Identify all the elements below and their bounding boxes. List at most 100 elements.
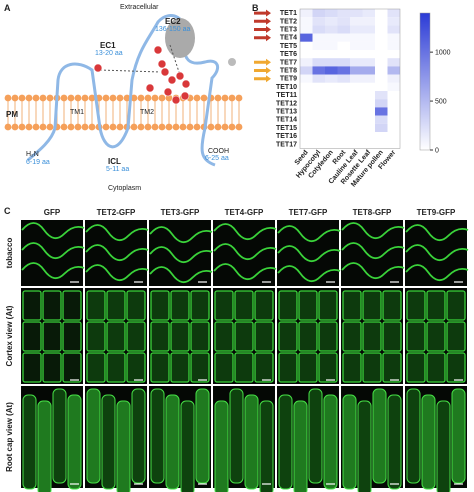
- micrograph: [277, 386, 339, 492]
- heat-cell: [300, 41, 313, 50]
- label: 6-19 aa: [26, 159, 50, 166]
- micrograph: [277, 288, 339, 384]
- cell: [22, 290, 42, 321]
- heat-cell: [337, 66, 350, 75]
- image-bg: [21, 220, 83, 286]
- heat-cell: [375, 107, 388, 116]
- lipid-head: [46, 123, 54, 131]
- label: EC1: [100, 41, 116, 50]
- column-header: TET4-GFP: [225, 208, 264, 217]
- lipid-head: [32, 94, 40, 102]
- panel-label: C: [4, 206, 11, 216]
- cell: [382, 352, 402, 383]
- cell-wall: [341, 262, 405, 280]
- heat-cell: [312, 107, 325, 116]
- lipid-head: [137, 94, 145, 102]
- lipid-head: [235, 123, 243, 131]
- micrograph: [405, 386, 467, 492]
- label: COOH: [208, 148, 229, 155]
- cell-wall: [149, 246, 213, 264]
- heat-cell: [325, 123, 338, 132]
- heat-cell: [350, 123, 363, 132]
- cell: [426, 321, 446, 352]
- lipid-head: [228, 94, 236, 102]
- cell: [214, 290, 234, 321]
- cell-wall: [85, 264, 149, 282]
- column-header: TET2-GFP: [97, 208, 136, 217]
- cap-cell: [131, 388, 146, 484]
- heat-cell: [362, 91, 375, 100]
- micrograph: [341, 386, 403, 492]
- heat-cell: [312, 82, 325, 91]
- row-label: TET11: [276, 92, 297, 99]
- heat-cell: [337, 17, 350, 26]
- heat-cell: [387, 140, 400, 149]
- lipid-head: [214, 123, 222, 131]
- lipid-head: [81, 123, 89, 131]
- heat-cell: [312, 99, 325, 108]
- cell-wall: [405, 264, 469, 282]
- heat-cell: [362, 41, 375, 50]
- cell: [342, 352, 362, 383]
- cysteine: [153, 45, 163, 55]
- cell-wall: [85, 244, 149, 262]
- lipid-head: [235, 94, 243, 102]
- heat-cell: [337, 50, 350, 59]
- heat-cell: [300, 107, 313, 116]
- heat-cell: [300, 25, 313, 34]
- row-header: Root cap view (At): [5, 402, 14, 472]
- heat-cell: [375, 74, 388, 83]
- cell-wall: [277, 265, 341, 283]
- image-bg: [213, 220, 275, 286]
- heat-cell: [350, 25, 363, 34]
- heat-cell: [337, 123, 350, 132]
- cell: [106, 321, 126, 352]
- heat-cell: [325, 50, 338, 59]
- highlight-arrow: [254, 17, 271, 25]
- cap-cell: [52, 388, 67, 484]
- disulfide: [99, 69, 161, 73]
- highlight-arrow: [254, 34, 271, 42]
- heat-cell: [350, 58, 363, 67]
- cell: [190, 321, 210, 352]
- heat-cell: [375, 99, 388, 108]
- row-label: TET9: [280, 76, 297, 83]
- cell: [298, 321, 318, 352]
- colorbar-label: 0: [435, 148, 439, 155]
- row-label: TET15: [276, 125, 297, 132]
- heat-cell: [350, 140, 363, 149]
- row-label: TET4: [280, 35, 297, 42]
- cysteine: [181, 79, 191, 89]
- lipid-head: [88, 123, 96, 131]
- cell: [318, 321, 338, 352]
- cell: [190, 290, 210, 321]
- lipid-head: [172, 123, 180, 131]
- highlight-arrow: [254, 67, 271, 74]
- cell: [214, 321, 234, 352]
- heat-cell: [387, 132, 400, 141]
- cell-wall: [213, 243, 277, 261]
- cell: [362, 352, 382, 383]
- heat-cell: [300, 140, 313, 149]
- cell: [234, 290, 254, 321]
- heat-cell: [375, 25, 388, 34]
- heat-cell: [325, 91, 338, 100]
- heat-cell: [375, 17, 388, 26]
- heat-cell: [375, 115, 388, 124]
- heat-cell: [362, 123, 375, 132]
- lipid-head: [46, 94, 54, 102]
- heat-cell: [375, 82, 388, 91]
- heat-cell: [312, 66, 325, 75]
- cell: [170, 321, 190, 352]
- micrograph: [405, 220, 469, 286]
- label: EC2: [165, 17, 181, 26]
- cell: [42, 352, 62, 383]
- heat-cell: [387, 74, 400, 83]
- heat-cell: [325, 66, 338, 75]
- cell-wall: [149, 266, 213, 284]
- panel-label: A: [4, 3, 11, 13]
- heat-cell: [375, 41, 388, 50]
- row-label: TET8: [280, 68, 297, 75]
- lipid-head: [102, 94, 110, 102]
- heat-cell: [350, 132, 363, 141]
